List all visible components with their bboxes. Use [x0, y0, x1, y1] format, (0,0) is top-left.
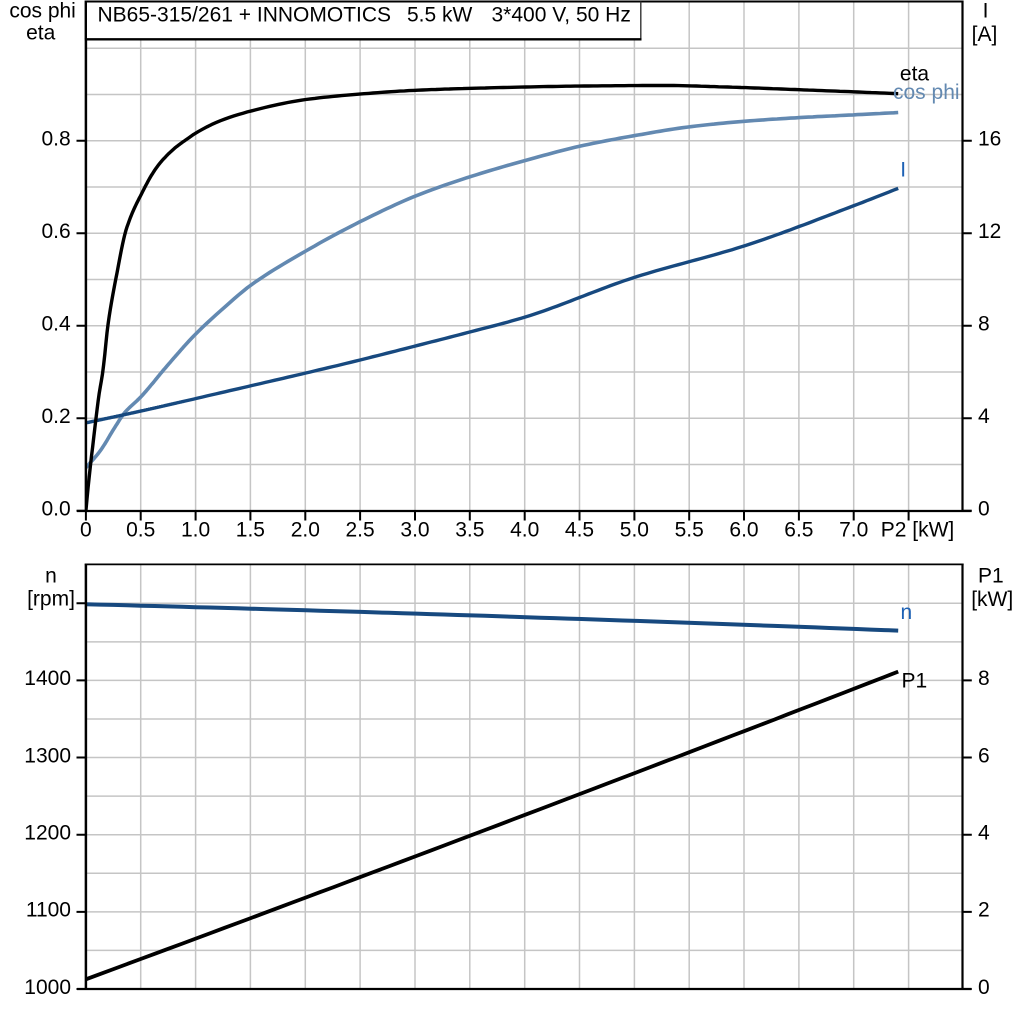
svg-text:8: 8 [978, 313, 990, 336]
svg-text:0.4: 0.4 [41, 313, 71, 336]
svg-text:7.0: 7.0 [839, 519, 868, 542]
svg-text:I: I [900, 159, 906, 182]
svg-text:3*400 V, 50 Hz: 3*400 V, 50 Hz [492, 4, 631, 27]
svg-text:6: 6 [978, 744, 990, 767]
svg-text:16: 16 [978, 128, 1001, 151]
svg-text:0.8: 0.8 [41, 128, 70, 151]
svg-text:n: n [901, 601, 913, 624]
svg-text:0.5: 0.5 [126, 519, 155, 542]
svg-text:1300: 1300 [24, 744, 71, 767]
svg-text:eta: eta [26, 22, 56, 45]
svg-text:4.5: 4.5 [565, 519, 594, 542]
svg-text:0.2: 0.2 [41, 405, 70, 428]
svg-text:1.5: 1.5 [236, 519, 265, 542]
svg-text:6.0: 6.0 [729, 519, 758, 542]
svg-text:4: 4 [978, 405, 990, 428]
svg-text:P1: P1 [902, 670, 928, 693]
svg-text:3.5: 3.5 [455, 519, 484, 542]
svg-text:P2 [kW]: P2 [kW] [881, 519, 955, 542]
svg-text:1200: 1200 [24, 822, 71, 845]
svg-text:1.0: 1.0 [181, 519, 210, 542]
svg-text:2.0: 2.0 [291, 519, 320, 542]
svg-text:0.6: 0.6 [41, 220, 70, 243]
svg-text:cos phi: cos phi [9, 0, 76, 23]
svg-text:0.0: 0.0 [41, 498, 70, 521]
svg-text:2: 2 [978, 899, 990, 922]
svg-text:8: 8 [978, 667, 990, 690]
svg-text:[kW]: [kW] [971, 588, 1013, 611]
svg-text:12: 12 [978, 220, 1001, 243]
svg-text:cos phi: cos phi [893, 81, 960, 104]
svg-text:[rpm]: [rpm] [27, 588, 75, 611]
svg-text:5.5: 5.5 [675, 519, 704, 542]
svg-text:2.5: 2.5 [345, 519, 374, 542]
svg-text:5.0: 5.0 [620, 519, 649, 542]
svg-text:1000: 1000 [24, 976, 71, 999]
svg-text:3.0: 3.0 [400, 519, 429, 542]
svg-text:eta: eta [900, 63, 930, 86]
svg-text:1400: 1400 [24, 667, 71, 690]
svg-text:4.0: 4.0 [510, 519, 539, 542]
svg-text:1100: 1100 [26, 899, 71, 922]
svg-text:I: I [983, 0, 989, 22]
svg-text:0: 0 [978, 976, 990, 999]
svg-text:0: 0 [80, 519, 92, 542]
svg-text:4: 4 [978, 822, 990, 845]
svg-text:P1: P1 [978, 564, 1004, 587]
svg-text:6.5: 6.5 [784, 519, 813, 542]
svg-text:0: 0 [978, 498, 990, 521]
svg-text:n: n [45, 565, 57, 588]
svg-text:NB65-315/261 + INNOMOTICS: NB65-315/261 + INNOMOTICS [98, 4, 392, 27]
svg-text:5.5 kW: 5.5 kW [407, 4, 473, 27]
svg-text:[A]: [A] [972, 23, 998, 46]
